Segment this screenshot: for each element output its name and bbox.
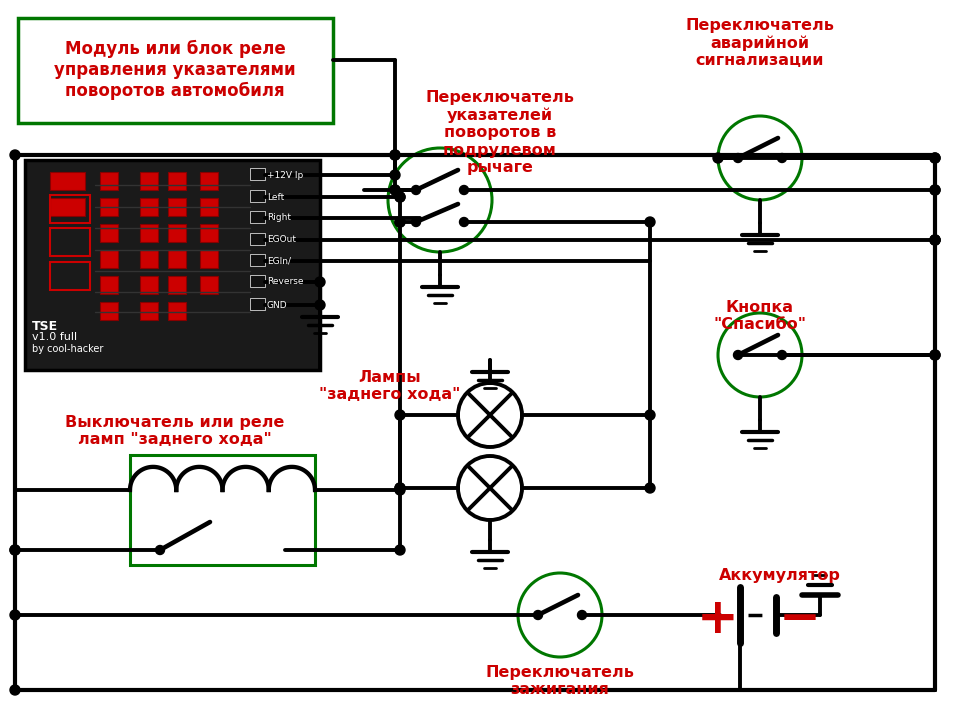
Text: EGIn/: EGIn/ <box>267 256 290 266</box>
Text: Выключатель или реле
ламп "заднего хода": Выключатель или реле ламп "заднего хода" <box>65 415 284 447</box>
Circle shape <box>389 150 400 160</box>
Text: Right: Right <box>267 214 290 222</box>
Text: Переключатель
указателей
поворотов в
подрулевом
рычаге: Переключатель указателей поворотов в под… <box>425 90 574 175</box>
Text: +12V Ip: +12V Ip <box>267 170 303 180</box>
Circle shape <box>577 611 586 620</box>
Text: v1.0 full: v1.0 full <box>32 332 77 342</box>
Circle shape <box>929 235 939 245</box>
Circle shape <box>395 410 405 420</box>
Circle shape <box>389 185 400 195</box>
FancyBboxPatch shape <box>140 276 158 294</box>
FancyBboxPatch shape <box>250 254 264 266</box>
Text: by cool-hacker: by cool-hacker <box>32 344 103 354</box>
FancyBboxPatch shape <box>140 302 158 320</box>
Circle shape <box>459 185 468 195</box>
Circle shape <box>929 153 939 163</box>
FancyBboxPatch shape <box>100 302 118 320</box>
Text: Переключатель
зажигания: Переключатель зажигания <box>485 665 634 697</box>
Text: −: − <box>778 595 820 643</box>
Circle shape <box>314 277 325 287</box>
Circle shape <box>929 185 939 195</box>
FancyBboxPatch shape <box>100 224 118 242</box>
FancyBboxPatch shape <box>168 172 185 190</box>
FancyBboxPatch shape <box>50 172 85 190</box>
Text: GND: GND <box>267 300 287 310</box>
Circle shape <box>10 610 20 620</box>
FancyBboxPatch shape <box>140 172 158 190</box>
FancyBboxPatch shape <box>250 190 264 202</box>
Circle shape <box>929 185 939 195</box>
Circle shape <box>10 685 20 695</box>
FancyBboxPatch shape <box>250 298 264 310</box>
FancyBboxPatch shape <box>200 172 218 190</box>
Circle shape <box>929 153 939 163</box>
Text: TSE: TSE <box>32 320 58 333</box>
Circle shape <box>411 217 420 226</box>
Circle shape <box>314 300 325 310</box>
Text: Переключатель
аварийной
сигнализации: Переключатель аварийной сигнализации <box>685 18 833 68</box>
Circle shape <box>395 217 405 227</box>
Circle shape <box>929 235 939 245</box>
Text: Left: Left <box>267 192 283 202</box>
Circle shape <box>395 192 405 202</box>
FancyBboxPatch shape <box>200 276 218 294</box>
FancyBboxPatch shape <box>250 233 264 245</box>
Circle shape <box>644 483 654 493</box>
FancyBboxPatch shape <box>168 198 185 216</box>
Circle shape <box>395 217 405 227</box>
Circle shape <box>644 217 654 227</box>
Text: Лампы
"заднего хода": Лампы "заднего хода" <box>319 370 460 403</box>
Circle shape <box>644 410 654 420</box>
Circle shape <box>10 150 20 160</box>
FancyBboxPatch shape <box>168 276 185 294</box>
FancyBboxPatch shape <box>250 168 264 180</box>
Circle shape <box>929 350 939 360</box>
FancyBboxPatch shape <box>140 250 158 268</box>
FancyBboxPatch shape <box>200 198 218 216</box>
Circle shape <box>389 150 400 160</box>
Circle shape <box>395 485 405 495</box>
Circle shape <box>389 185 400 195</box>
FancyBboxPatch shape <box>250 211 264 223</box>
Circle shape <box>776 153 786 163</box>
Circle shape <box>929 235 939 245</box>
Circle shape <box>533 611 542 620</box>
Circle shape <box>10 545 20 555</box>
Circle shape <box>156 545 164 555</box>
FancyBboxPatch shape <box>250 275 264 287</box>
Circle shape <box>732 153 742 163</box>
FancyBboxPatch shape <box>100 198 118 216</box>
FancyBboxPatch shape <box>168 302 185 320</box>
Text: Кнопка
"Спасибо": Кнопка "Спасибо" <box>713 300 805 332</box>
Circle shape <box>389 170 400 180</box>
FancyBboxPatch shape <box>100 172 118 190</box>
Circle shape <box>712 153 723 163</box>
Circle shape <box>10 545 20 555</box>
FancyBboxPatch shape <box>140 224 158 242</box>
Circle shape <box>395 483 405 493</box>
Circle shape <box>411 185 420 195</box>
Circle shape <box>395 192 405 202</box>
Text: EGOut: EGOut <box>267 236 296 244</box>
FancyBboxPatch shape <box>100 250 118 268</box>
Circle shape <box>395 545 405 555</box>
Text: +: + <box>697 595 738 643</box>
Circle shape <box>776 351 786 359</box>
FancyBboxPatch shape <box>200 250 218 268</box>
FancyBboxPatch shape <box>168 224 185 242</box>
Text: Аккумулятор: Аккумулятор <box>718 568 840 583</box>
Circle shape <box>732 351 742 359</box>
FancyBboxPatch shape <box>100 276 118 294</box>
FancyBboxPatch shape <box>140 198 158 216</box>
FancyBboxPatch shape <box>50 198 85 216</box>
Text: Модуль или блок реле
управления указателями
поворотов автомобиля: Модуль или блок реле управления указател… <box>54 40 295 100</box>
FancyBboxPatch shape <box>200 224 218 242</box>
FancyBboxPatch shape <box>25 160 320 370</box>
Text: Reverse: Reverse <box>267 278 303 287</box>
Circle shape <box>929 350 939 360</box>
Circle shape <box>395 483 405 493</box>
FancyBboxPatch shape <box>168 250 185 268</box>
Circle shape <box>459 217 468 226</box>
